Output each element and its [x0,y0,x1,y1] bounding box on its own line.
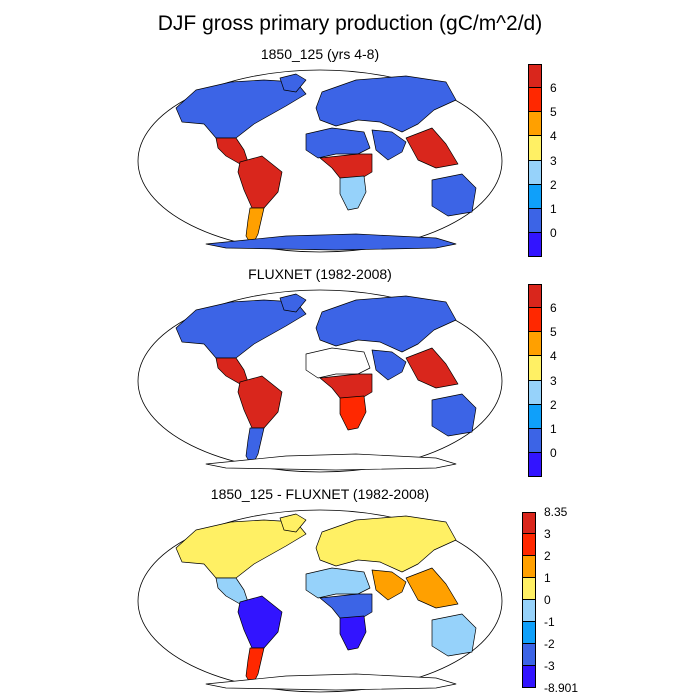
region-southern-africa [339,175,367,211]
colorbar-box [528,356,542,381]
colorbar-box [528,208,542,233]
colorbar-box [528,64,542,89]
panel-3-colorbar: 8.35 3 2 1 0 -1 -2 -3 -8.901 [522,506,598,694]
colorbar-box [528,428,542,453]
colorbar-label: -2 [544,637,555,651]
colorbar-box [528,380,542,405]
region-southeast-asia [405,127,459,169]
colorbar-label: -3 [544,659,555,673]
region-antarctica [205,453,457,471]
colorbar-label: 1 [544,571,551,585]
colorbar-box [528,308,542,333]
colorbar-label: 0 [544,593,551,607]
region-antarctica [205,233,457,251]
region-south-asia [371,129,407,161]
colorbar-label: 6 [550,301,557,316]
colorbar-box [528,184,542,209]
region-europe-asia [315,295,457,353]
region-europe-asia [315,75,457,133]
panel-2-colorbar: 6 5 4 3 2 1 0 [528,284,598,477]
region-central-africa [319,153,373,179]
colorbar-label: 2 [544,549,551,563]
region-southeast-asia [405,347,459,389]
colorbar-label: 2 [550,397,557,412]
colorbar-label: 5 [550,105,557,120]
panel-1-map [137,69,503,253]
colorbar-label: 1 [550,201,557,216]
region-north-america [175,299,307,359]
colorbar-label: -1 [544,615,555,629]
colorbar-box [528,332,542,357]
region-greenland [279,73,307,93]
colorbar-label: 8.35 [544,505,568,519]
panel-2-title: FLUXNET (1982-2008) [248,266,392,282]
region-central-africa [319,373,373,399]
region-south-asia [371,349,407,381]
colorbar-label: 3 [550,373,557,388]
panel-1-colorbar: 6 5 4 3 2 1 0 [528,64,598,257]
region-south-asia [371,569,407,601]
panel-3-map [137,509,503,693]
colorbar-box [528,404,542,429]
region-greenland [279,513,307,533]
region-southern-africa [339,615,367,651]
region-southern-africa [339,395,367,431]
colorbar-label: 4 [550,129,557,144]
colorbar-box [528,284,542,309]
figure-title: DJF gross primary production (gC/m^2/d) [157,12,543,35]
colorbar-label: 0 [550,225,557,240]
region-north-america [175,519,307,579]
colorbar-label: 0 [550,445,557,460]
panel-2-map [137,289,503,473]
panel-3-title: 1850_125 - FLUXNET (1982-2008) [210,486,430,502]
region-australia [431,173,477,217]
region-southeast-asia [405,567,459,609]
region-greenland [279,293,307,313]
colorbar-box [522,512,536,534]
region-north-america [175,79,307,139]
colorbar-box [522,666,536,688]
colorbar-label: 5 [550,325,557,340]
colorbar-label: 3 [544,527,551,541]
region-europe-asia [315,515,457,573]
colorbar-box [528,112,542,137]
colorbar-label: 2 [550,177,557,192]
region-australia [431,393,477,437]
colorbar-box [522,556,536,578]
region-central-africa [319,593,373,619]
colorbar-box [528,232,542,257]
colorbar-label: 1 [550,421,557,436]
colorbar-box [528,452,542,477]
colorbar-box [522,578,536,600]
region-antarctica [205,673,457,691]
colorbar-label: 3 [550,153,557,168]
colorbar-box [522,622,536,644]
colorbar-box [522,600,536,622]
panel-1-title: 1850_125 (yrs 4-8) [260,46,380,62]
colorbar-box [528,160,542,185]
colorbar-label: -8.901 [544,681,579,695]
colorbar-label: 6 [550,81,557,96]
colorbar-box [528,88,542,113]
colorbar-box [528,136,542,161]
region-australia [431,613,477,657]
colorbar-label: 4 [550,349,557,364]
colorbar-box [522,644,536,666]
colorbar-box [522,534,536,556]
